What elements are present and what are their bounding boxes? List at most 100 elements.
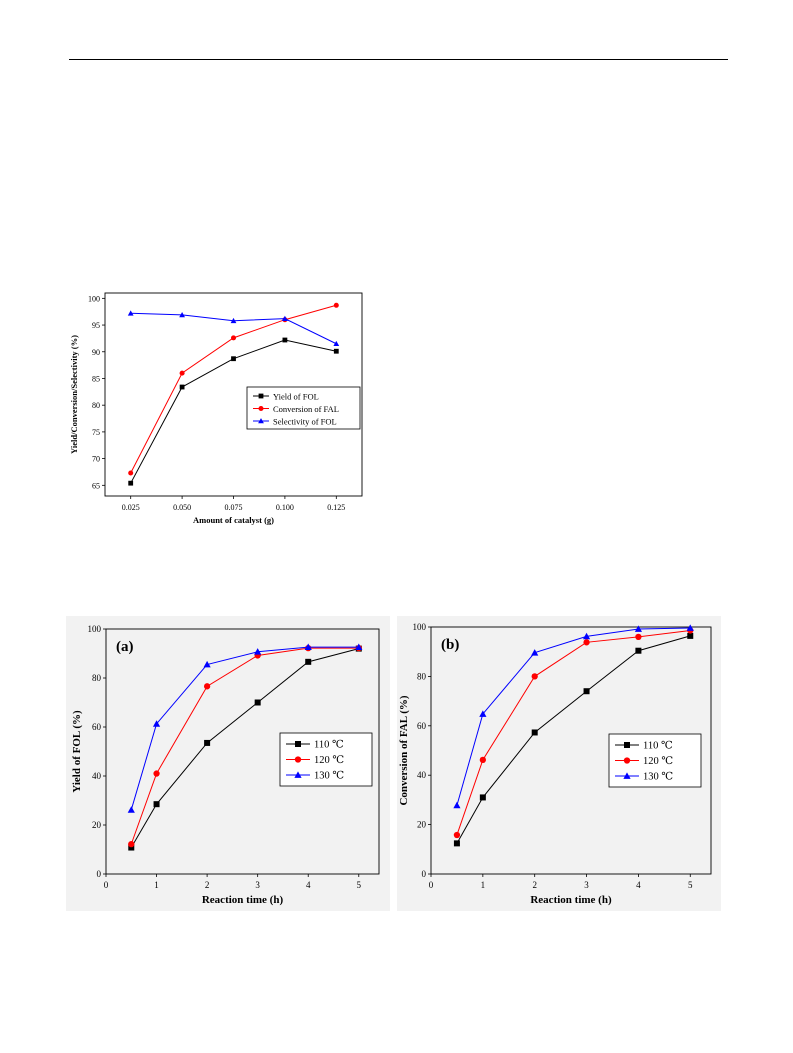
- series-2-point: [333, 302, 339, 308]
- series-3-point: [179, 312, 185, 318]
- series-line-3: [456, 627, 691, 806]
- panel-label: (a): [116, 639, 134, 655]
- legend-marker: [623, 772, 631, 779]
- series-1-point: [204, 739, 211, 746]
- legend-marker: [258, 405, 264, 412]
- series-3-point: [127, 310, 134, 316]
- x-tick-label: 0.125: [327, 503, 345, 512]
- series-line-2: [456, 629, 691, 836]
- legend-marker: [623, 757, 631, 764]
- legend-marker: [258, 393, 264, 399]
- series-1-point: [254, 699, 261, 706]
- y-tick-label: 20: [417, 820, 427, 830]
- y-tick-label: 40: [92, 771, 102, 781]
- x-tick-label: 2: [205, 880, 210, 890]
- y-tick-label: 100: [413, 622, 427, 632]
- x-tick-label: 1: [154, 880, 159, 890]
- series-1-point: [687, 632, 694, 639]
- series-1-point: [305, 658, 312, 665]
- series-2-point: [203, 683, 211, 690]
- y-tick-label: 80: [92, 401, 100, 410]
- series-3-point: [230, 317, 237, 324]
- y-tick-label: 65: [92, 481, 100, 490]
- x-tick-label: 0.050: [173, 503, 191, 512]
- y-axis-label: Yield/Conversion/Selectivity (%): [69, 335, 79, 454]
- series-2-point: [583, 639, 590, 646]
- y-axis-label: Yield of FOL (%): [71, 710, 83, 793]
- series-3-point: [582, 632, 591, 640]
- y-tick-label: 60: [92, 722, 102, 732]
- series-3-point: [152, 720, 161, 727]
- y-tick-label: 100: [88, 624, 102, 634]
- y-tick-label: 0: [97, 869, 102, 879]
- series-1-point: [179, 384, 185, 390]
- x-tick-label: 5: [688, 880, 693, 890]
- series-3-point: [531, 649, 539, 656]
- x-tick-label: 0.100: [276, 503, 294, 512]
- y-tick-label: 100: [88, 294, 100, 303]
- series-1-point: [128, 844, 135, 851]
- y-tick-label: 80: [92, 673, 102, 683]
- y-tick-label: 90: [92, 348, 100, 357]
- series-1-point: [479, 794, 486, 801]
- series-3-point: [355, 643, 363, 651]
- series-2-point: [453, 831, 461, 839]
- series-1-point: [231, 356, 236, 362]
- x-axis-label: Amount of catalyst (g): [193, 515, 274, 525]
- y-tick-label: 20: [92, 820, 102, 830]
- x-tick-label: 3: [255, 880, 260, 890]
- series-3-point: [634, 625, 643, 632]
- series-3-point: [304, 643, 312, 651]
- series-1-point: [635, 647, 642, 654]
- series-3-point: [282, 315, 288, 321]
- x-tick-label: 0.075: [225, 503, 243, 512]
- y-axis-label: Conversion of FAL (%): [398, 695, 410, 805]
- series-2-point: [479, 756, 487, 764]
- series-line-1: [456, 635, 691, 844]
- legend-marker: [624, 742, 630, 748]
- legend-label: Conversion of FAL: [273, 404, 339, 414]
- series-1-point: [153, 801, 160, 808]
- series-2-point: [230, 335, 237, 341]
- series-line-2: [130, 647, 359, 845]
- y-tick-label: 40: [417, 770, 427, 780]
- series-2-point: [153, 770, 160, 777]
- series-line-3: [130, 646, 359, 810]
- legend-label: 130 ℃: [314, 771, 344, 782]
- x-tick-label: 1: [481, 880, 486, 890]
- y-tick-label: 70: [92, 455, 100, 464]
- series-1-point: [333, 348, 339, 354]
- series-2-point: [635, 633, 642, 641]
- series-3-point: [479, 710, 487, 717]
- series-3-point: [254, 648, 262, 655]
- legend-label: Yield of FOL: [273, 392, 319, 402]
- x-tick-label: 0: [429, 880, 434, 890]
- legend-label: Selectivity of FOL: [273, 417, 337, 427]
- y-tick-label: 80: [417, 671, 427, 681]
- x-tick-label: 2: [532, 880, 537, 890]
- legend-marker: [295, 741, 301, 747]
- series-2-point: [531, 673, 538, 680]
- yield-vs-time-chart: 0 1 2 3 4 5 0 20 40 60 80 100 Reaction time (h) Yield…: [66, 616, 390, 911]
- conversion-vs-time-chart-svg: 0 1 2 3 4 5 0 20 40 60 80 100 Reaction time (h) Conve…: [398, 622, 712, 906]
- legend-label: 110 ℃: [643, 741, 673, 752]
- y-tick-label: 60: [417, 721, 427, 731]
- series-3-point: [453, 801, 461, 809]
- legend-marker: [294, 756, 302, 763]
- x-tick-label: 3: [584, 880, 589, 890]
- y-tick-label: 85: [92, 374, 100, 383]
- x-tick-label: 0: [104, 880, 109, 890]
- x-tick-label: 5: [357, 880, 362, 890]
- series-2-point: [179, 370, 185, 376]
- plot-frame: [430, 626, 712, 875]
- legend-marker: [294, 771, 302, 778]
- x-tick-label: 0.025: [122, 503, 140, 512]
- series-1-point: [282, 337, 288, 343]
- conversion-vs-time-chart: 0 1 2 3 4 5 0 20 40 60 80 100 Reaction time (h) Conve…: [397, 616, 721, 911]
- series-1-point: [583, 688, 590, 695]
- legend-marker: [258, 418, 264, 424]
- series-3-point: [686, 624, 694, 631]
- y-tick-label: 75: [92, 428, 100, 437]
- header-rule: [69, 59, 728, 60]
- legend-label: 110 ℃: [314, 740, 344, 751]
